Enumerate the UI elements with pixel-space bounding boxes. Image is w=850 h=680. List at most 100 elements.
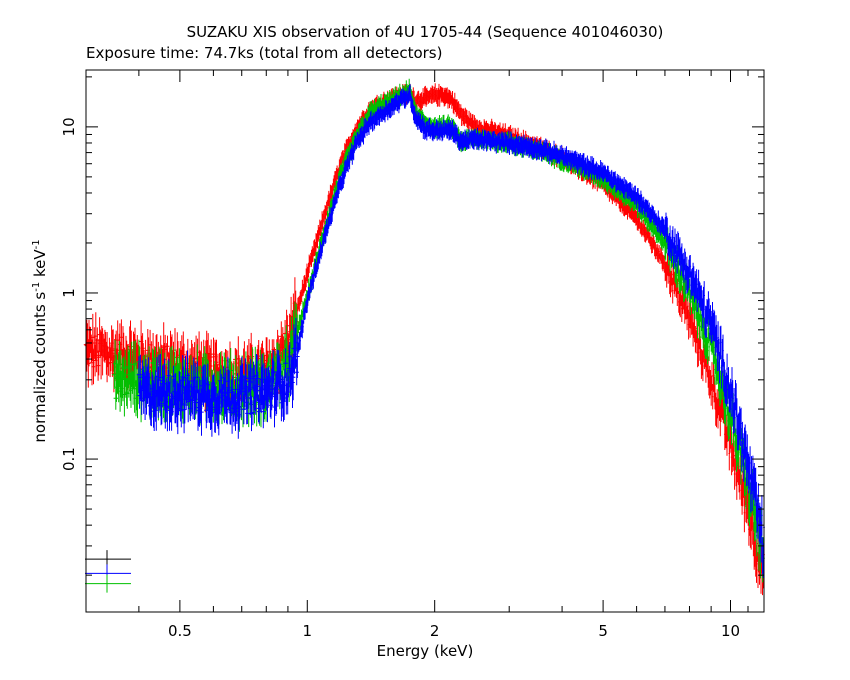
data-point — [183, 355, 188, 401]
data-point — [352, 145, 355, 161]
data-point — [295, 334, 300, 378]
series-3 — [136, 84, 765, 578]
data-point — [267, 372, 272, 400]
data-point — [310, 280, 313, 293]
data-point — [718, 351, 721, 384]
y-axis-label-main: normalized counts s — [31, 292, 49, 443]
data-point — [179, 376, 185, 411]
data-point — [107, 348, 113, 378]
data-point — [208, 348, 213, 384]
data-point — [241, 394, 247, 425]
legend-cross-2 — [85, 564, 131, 583]
x-tick-label: 0.5 — [168, 622, 192, 640]
data-point — [113, 386, 118, 410]
data-point — [681, 243, 683, 265]
y-axis-label: normalized counts s-1 keV-1 — [31, 239, 49, 442]
y-axis-label-sup1: -1 — [31, 282, 42, 292]
data-point — [159, 382, 164, 425]
data-point — [211, 373, 217, 401]
data-point — [255, 371, 260, 402]
axis-layer: 0.5 1 2 5 10 0.1 1 10 — [60, 70, 765, 640]
data-point — [740, 441, 743, 472]
data-point — [286, 345, 292, 392]
data-point — [195, 361, 200, 394]
data-point — [209, 388, 215, 437]
data-point — [285, 369, 290, 415]
data-point — [683, 259, 685, 283]
data-point — [671, 277, 674, 304]
data-point — [186, 372, 192, 401]
data-point — [205, 363, 210, 406]
data-point — [726, 353, 728, 385]
data-point — [750, 456, 753, 493]
data-point — [750, 474, 752, 513]
data-point — [309, 287, 311, 299]
data-point — [268, 350, 273, 381]
x-tick-label: 5 — [598, 622, 608, 640]
data-point — [708, 332, 710, 361]
data-point — [675, 233, 678, 263]
data-point — [676, 250, 678, 274]
data-point — [154, 389, 159, 431]
data-point — [750, 511, 752, 550]
data-point — [733, 458, 736, 490]
data-point — [711, 384, 714, 410]
data-point — [712, 359, 715, 392]
data-point — [166, 358, 171, 393]
data-point — [140, 333, 145, 364]
data-point — [282, 376, 287, 420]
data-point — [268, 391, 274, 419]
data-point — [96, 339, 101, 376]
data-point — [234, 401, 239, 422]
data-point — [743, 493, 746, 533]
data-point — [165, 335, 170, 357]
data-point — [177, 372, 183, 400]
data-point — [731, 380, 734, 417]
legend-cross-1 — [85, 550, 131, 569]
data-point — [321, 240, 324, 253]
data-point — [227, 370, 232, 411]
data-point — [158, 386, 164, 426]
data-point — [720, 359, 723, 389]
data-point — [672, 226, 674, 249]
data-point — [181, 385, 187, 434]
chart-subtitle: Exposure time: 74.7ks (total from all de… — [86, 44, 442, 62]
series-2 — [112, 78, 765, 583]
data-point — [302, 320, 304, 333]
data-point — [138, 380, 144, 402]
data-point — [146, 357, 151, 399]
data-point — [293, 327, 298, 369]
data-point — [204, 392, 209, 429]
data-point — [250, 400, 256, 426]
data-point — [715, 324, 718, 353]
data-point — [751, 475, 753, 512]
data-point — [245, 402, 250, 424]
data-point — [149, 396, 154, 427]
data-point — [222, 372, 228, 414]
data-point — [252, 384, 258, 412]
data-point — [456, 127, 459, 142]
data-point — [666, 217, 669, 241]
data-point — [711, 362, 713, 391]
data-point — [257, 399, 262, 424]
data-point — [642, 196, 645, 209]
chart-title: SUZAKU XIS observation of 4U 1705-44 (Se… — [187, 23, 664, 41]
data-point — [199, 388, 204, 436]
data-point — [734, 402, 736, 433]
data-point — [158, 353, 163, 402]
data-point — [153, 335, 159, 372]
x-axis-label: Energy (keV) — [377, 642, 474, 660]
data-point — [749, 446, 751, 480]
data-point — [127, 349, 132, 385]
data-point — [283, 348, 288, 379]
data-point — [284, 325, 289, 376]
data-point — [743, 449, 745, 482]
legend-cross-3 — [85, 574, 131, 593]
data-point — [265, 376, 270, 423]
y-axis-label-mid: keV — [31, 249, 49, 282]
x-tick-label: 10 — [721, 622, 740, 640]
data-point — [689, 255, 692, 278]
data-point — [730, 413, 733, 445]
data-point — [225, 388, 230, 425]
data-point — [685, 264, 687, 294]
